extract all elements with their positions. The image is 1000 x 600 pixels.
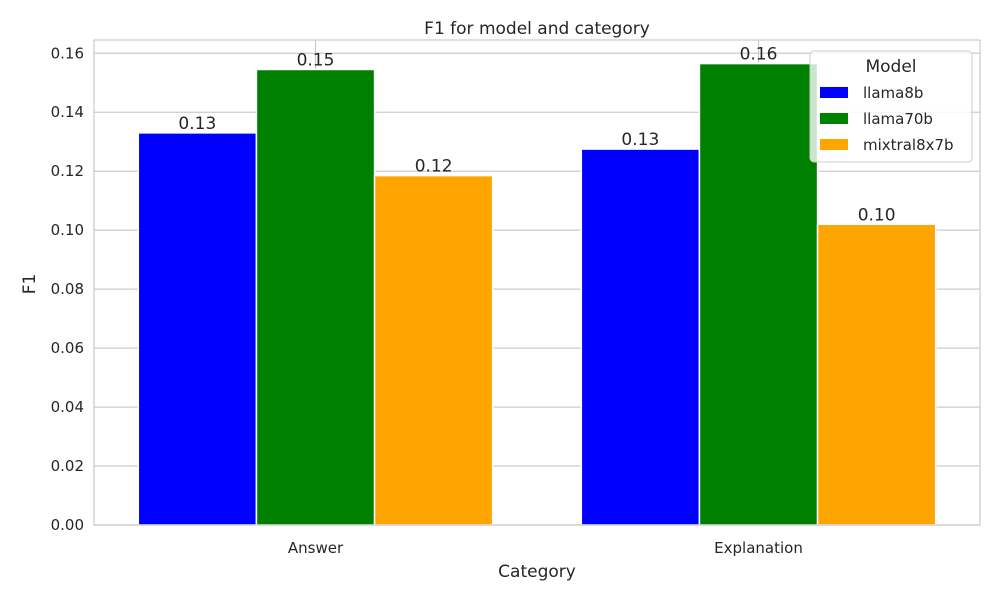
x-tick-labels: Answer Explanation	[288, 539, 803, 557]
y-tick-labels: 0.00 0.02 0.04 0.06 0.08 0.10 0.12 0.14 0.16	[51, 44, 84, 534]
bar-value-label: 0.15	[297, 50, 335, 70]
bar-llama8b-explanation	[580, 148, 701, 526]
bar-value-label: 0.16	[740, 45, 778, 65]
y-tick-label: 0.08	[51, 280, 84, 298]
bars-group	[137, 62, 937, 526]
legend-label-mixtral8x7b: mixtral8x7b	[863, 136, 954, 154]
y-tick-label: 0.00	[51, 516, 84, 534]
legend-swatch-llama8b	[820, 87, 848, 98]
legend-swatch-llama70b	[820, 113, 848, 124]
y-tick-label: 0.02	[51, 457, 84, 475]
legend-label-llama8b: llama8b	[863, 84, 923, 102]
legend-title: Model	[865, 57, 916, 77]
y-tick-label: 0.10	[51, 221, 84, 239]
x-tick-label: Explanation	[714, 539, 803, 557]
legend-swatch-mixtral8x7b	[820, 139, 848, 150]
y-tick-label: 0.12	[51, 162, 84, 180]
bar-llama70b-answer	[255, 68, 376, 526]
bar-value-label: 0.10	[858, 205, 896, 225]
legend-box	[809, 50, 973, 163]
chart-title: F1 for model and category	[424, 19, 650, 39]
bar-value-label: 0.12	[415, 157, 453, 177]
bar-llama8b-answer	[137, 132, 258, 526]
x-axis-label: Category	[498, 562, 576, 582]
bar-labels-group: 0.13 0.15 0.12 0.13 0.16 0.10	[178, 45, 895, 226]
x-tick-label: Answer	[288, 539, 344, 557]
y-tick-label: 0.06	[51, 339, 84, 357]
legend-label-llama70b: llama70b	[863, 110, 933, 128]
y-tick-label: 0.04	[51, 398, 84, 416]
y-axis-label: F1	[20, 274, 40, 295]
bar-value-label: 0.13	[621, 130, 659, 150]
plot-frame	[93, 39, 981, 526]
bar-value-label: 0.13	[178, 114, 216, 134]
bar-llama70b-explanation	[698, 62, 819, 526]
legend: Model llama8b llama70b mixtral8x7b	[809, 50, 973, 163]
y-tick-label: 0.16	[51, 44, 84, 62]
bar-mixtral8x7b-explanation	[816, 223, 937, 526]
y-tick-label: 0.14	[51, 103, 84, 121]
bar-mixtral8x7b-answer	[373, 174, 494, 526]
